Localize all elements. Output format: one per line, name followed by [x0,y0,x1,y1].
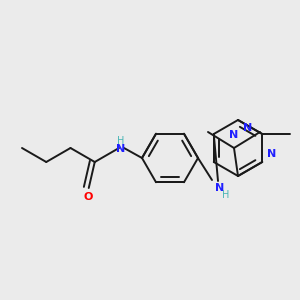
Text: O: O [83,192,92,202]
Text: N: N [267,149,277,159]
Text: N: N [243,123,252,133]
Text: N: N [215,183,224,193]
Text: N: N [116,143,126,154]
Text: N: N [230,130,238,140]
Text: H: H [222,190,230,200]
Text: H: H [117,136,125,146]
